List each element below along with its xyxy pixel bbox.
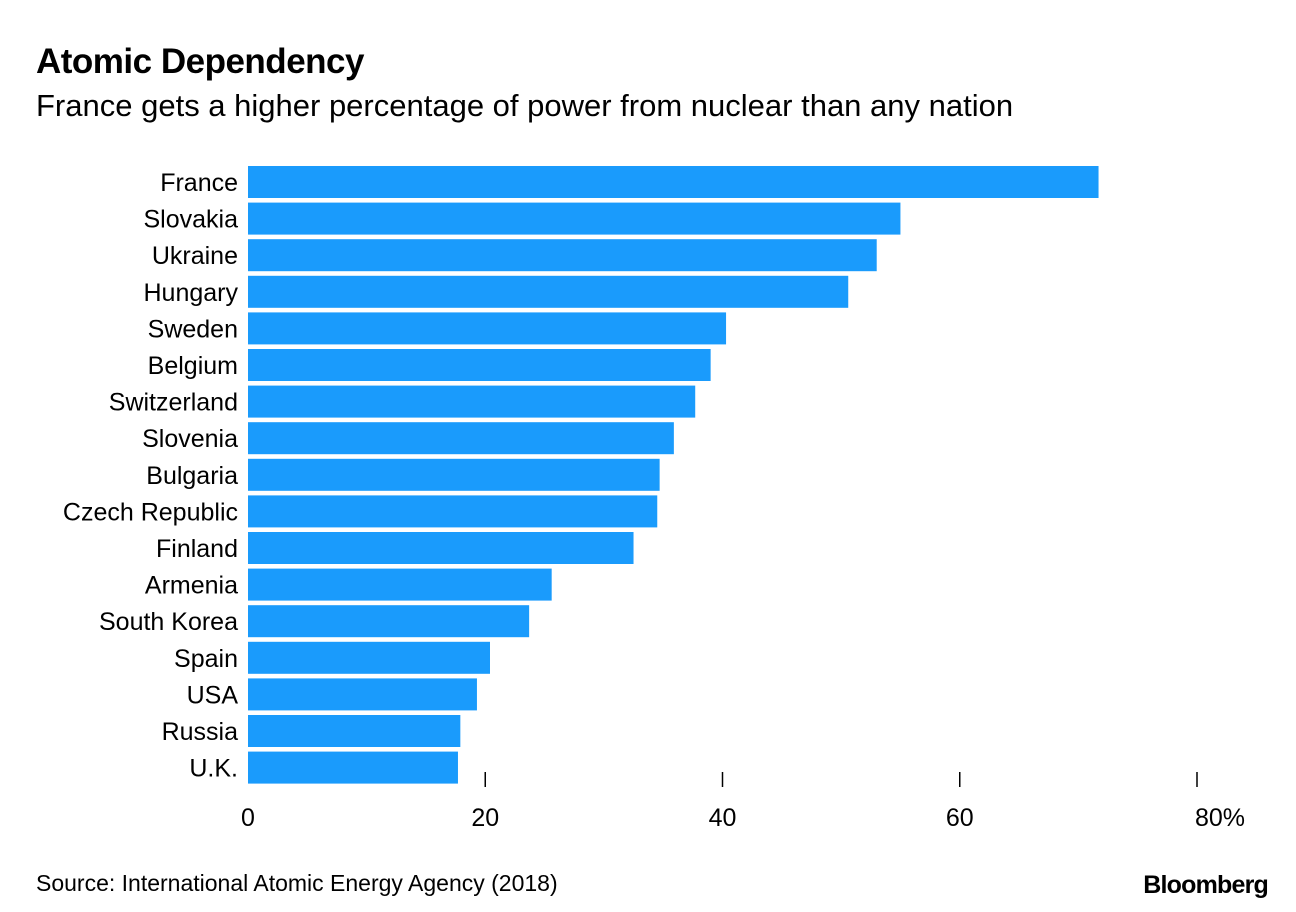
category-label-spain: Spain xyxy=(174,645,238,673)
category-label-czech-republic: Czech Republic xyxy=(63,498,238,526)
x-axis-ticks-group: 0 20 40 60 80% xyxy=(241,772,1245,832)
category-label-south-korea: South Korea xyxy=(99,608,238,636)
x-tick-label-40: 40 xyxy=(709,804,737,832)
bar-russia xyxy=(248,715,461,747)
bar-south-korea xyxy=(248,605,530,638)
bar-hungary xyxy=(248,275,849,308)
category-label-finland: Finland xyxy=(156,535,238,563)
bar-france xyxy=(248,166,1099,198)
x-tick-label-20: 20 xyxy=(471,804,499,832)
category-label-russia: Russia xyxy=(162,718,239,746)
bar-usa xyxy=(248,678,477,711)
category-label-armenia: Armenia xyxy=(145,572,238,600)
bloomberg-logo: Bloomberg xyxy=(1143,871,1269,899)
x-tick-label-0: 0 xyxy=(241,804,255,832)
bar-slovakia xyxy=(248,202,901,235)
x-tick-label-60: 60 xyxy=(946,804,974,832)
x-tick-label-80: 80% xyxy=(1195,804,1245,832)
bar-ukraine xyxy=(248,239,877,272)
category-label-hungary: Hungary xyxy=(144,279,239,307)
bar-u-k xyxy=(248,751,458,784)
bar-finland xyxy=(248,532,634,564)
category-label-u-k: U.K. xyxy=(189,755,238,783)
category-label-switzerland: Switzerland xyxy=(109,389,238,417)
bar-belgium xyxy=(248,349,711,381)
chart-subtitle: France gets a higher percentage of power… xyxy=(36,88,1014,123)
chart-title: Atomic Dependency xyxy=(36,42,364,81)
category-label-usa: USA xyxy=(187,681,239,709)
source-note: Source: International Atomic Energy Agen… xyxy=(36,870,558,896)
bar-armenia xyxy=(248,568,552,601)
category-label-ukraine: Ukraine xyxy=(152,242,238,270)
category-label-france: France xyxy=(160,169,238,197)
bar-slovenia xyxy=(248,422,674,455)
bars-group xyxy=(248,166,1099,784)
bar-czech-republic xyxy=(248,495,658,528)
category-label-slovakia: Slovakia xyxy=(144,206,239,234)
bar-bulgaria xyxy=(248,458,660,491)
bar-spain xyxy=(248,641,490,674)
bar-switzerland xyxy=(248,385,696,418)
category-labels-group: France Slovakia Ukraine Hungary Sweden Belgiu… xyxy=(63,169,239,783)
category-label-bulgaria: Bulgaria xyxy=(146,462,238,490)
bar-sweden xyxy=(248,312,727,345)
category-label-sweden: Sweden xyxy=(148,315,238,343)
category-label-belgium: Belgium xyxy=(148,352,238,380)
category-label-slovenia: Slovenia xyxy=(142,425,238,453)
